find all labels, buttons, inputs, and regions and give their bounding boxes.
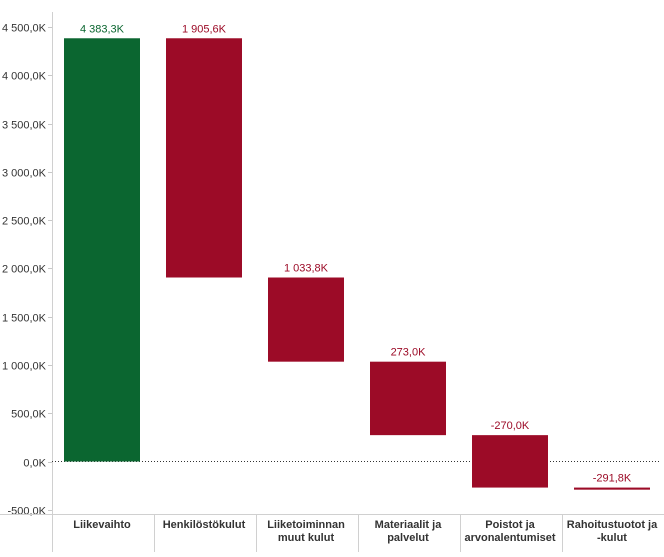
data-label-4: 273,0K [391,347,427,359]
data-label-1: 4 383,3K [80,23,125,35]
category-label-line: Materiaalit ja [375,519,443,531]
y-tick-label: -500,0K [7,506,46,518]
category-label-line: arvonalentumiset [464,532,555,544]
y-tick-label: 1 000,0K [2,361,47,373]
x-axis: Liikevaihto Henkilöstökulut Liiketoiminnan… [0,514,664,552]
category-label-5: Poistot ja arvonalentumiset [464,519,555,544]
category-label-4: Materiaalit ja palvelut [375,519,443,544]
y-tick-label: 3 000,0K [2,168,47,180]
y-tick-label: 3 500,0K [2,120,47,132]
data-label-6: -291,8K [593,473,632,485]
category-label-1: Liikevaihto [73,519,131,531]
category-label-line: palvelut [387,532,429,544]
category-label-line: Liiketoiminnan [267,519,345,531]
category-label-line: Poistot ja [485,519,535,531]
category-label-2: Henkilöstökulut [163,519,246,531]
data-label-2: 1 905,6K [182,23,227,35]
bar-6 [574,487,650,490]
category-label-3: Liiketoiminnan muut kulut [267,519,345,544]
y-tick-label: 500,0K [11,409,47,421]
y-tick-label: 4 000,0K [2,71,47,83]
y-tick-label: 1 500,0K [2,313,47,325]
category-label-line: Henkilöstökulut [163,519,246,531]
category-label-6: Rahoitustuotot ja -kulut [567,519,658,544]
category-label-line: -kulut [597,532,627,544]
bar-5 [472,435,548,488]
category-label-line: Rahoitustuotot ja [567,519,658,531]
bar-3 [268,277,344,362]
category-label-line: Liikevaihto [73,519,131,531]
y-tick-label: 4 500,0K [2,23,47,35]
y-tick-label: 2 000,0K [2,264,47,276]
category-label-line: muut kulut [278,532,335,544]
y-axis: 4 500,0K 4 000,0K 3 500,0K 3 000,0K 2 500,0K… [2,12,53,518]
bar-4 [370,361,446,436]
data-label-5: -270,0K [491,420,530,432]
bar-2 [166,38,242,278]
bar-1 [64,38,140,462]
y-tick-label: 0,0K [23,458,46,470]
data-label-3: 1 033,8K [284,263,329,275]
bars: 4 383,3K 1 905,6K 1 033,8K 273,0K -270,0K -29… [52,23,660,490]
y-tick-label: 2 500,0K [2,216,47,228]
